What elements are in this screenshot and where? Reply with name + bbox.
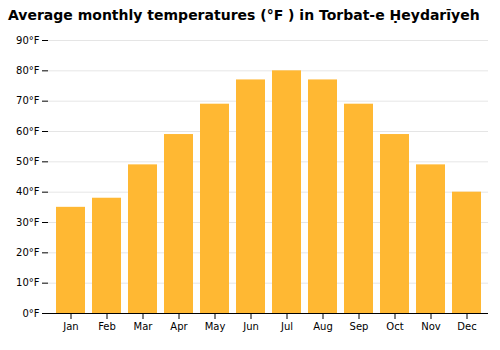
svg-text:Feb: Feb: [98, 321, 116, 332]
svg-text:Jul: Jul: [280, 321, 293, 332]
svg-text:Sep: Sep: [350, 321, 369, 332]
svg-text:20°F: 20°F: [16, 247, 40, 258]
svg-text:40°F: 40°F: [16, 186, 40, 197]
svg-text:0°F: 0°F: [22, 308, 39, 319]
svg-text:50°F: 50°F: [16, 156, 40, 167]
svg-text:Oct: Oct: [386, 321, 403, 332]
svg-text:Dec: Dec: [457, 321, 476, 332]
svg-text:May: May: [205, 321, 226, 332]
svg-text:Jun: Jun: [242, 321, 259, 332]
svg-text:60°F: 60°F: [16, 126, 40, 137]
svg-text:90°F: 90°F: [16, 35, 40, 46]
svg-text:Mar: Mar: [134, 321, 154, 332]
svg-text:10°F: 10°F: [16, 277, 40, 288]
svg-text:Jan: Jan: [62, 321, 78, 332]
svg-text:Nov: Nov: [421, 321, 441, 332]
svg-text:Apr: Apr: [170, 321, 188, 332]
svg-text:70°F: 70°F: [16, 95, 40, 106]
html-text:Average monthly temperatures (: Average monthly temperatures (°F ) in To…: [8, 7, 480, 23]
svg-text:80°F: 80°F: [16, 65, 40, 76]
svg-text:30°F: 30°F: [16, 217, 40, 228]
svg-text:Aug: Aug: [313, 321, 333, 332]
